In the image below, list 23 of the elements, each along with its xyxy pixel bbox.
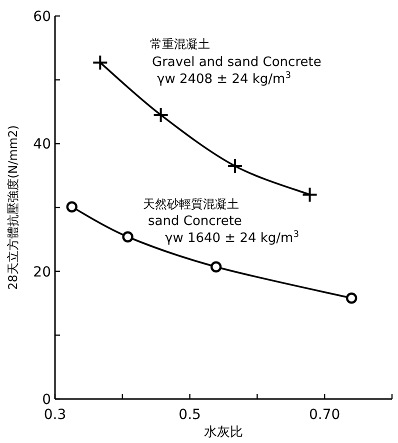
- point: [92, 54, 108, 71]
- y-axis-title: 28天立方體抗壓強度(N/mm2): [6, 125, 20, 290]
- x-tick-label: 0.5: [178, 407, 201, 423]
- point: [302, 186, 318, 203]
- annotation: 天然砂輕質混凝土: [143, 197, 239, 211]
- x-tick-label: 0.3: [44, 407, 66, 423]
- y-tick-label: 0: [42, 392, 51, 408]
- point: [122, 231, 134, 242]
- annotation: γw 2408 ± 24 kg/m$^{3}$: [157, 71, 292, 87]
- annotation: 常重混凝土: [150, 37, 210, 51]
- x-tick-label: 0.70: [309, 407, 340, 423]
- annotation: sand Concrete: [148, 214, 242, 229]
- annotation: Gravel and sand Concrete: [152, 55, 322, 70]
- point: [152, 106, 169, 123]
- y-tick-label: 20: [33, 264, 51, 280]
- point: [226, 158, 243, 174]
- y-tick-label: 40: [33, 136, 51, 153]
- annotation: γw 1640 ± 24 kg/m$^{3}$: [165, 230, 300, 246]
- x-axis-title: 水灰比: [204, 425, 243, 440]
- point: [66, 201, 78, 212]
- point: [346, 292, 358, 304]
- point: [210, 261, 222, 272]
- y-tick-label: 60: [33, 9, 51, 25]
